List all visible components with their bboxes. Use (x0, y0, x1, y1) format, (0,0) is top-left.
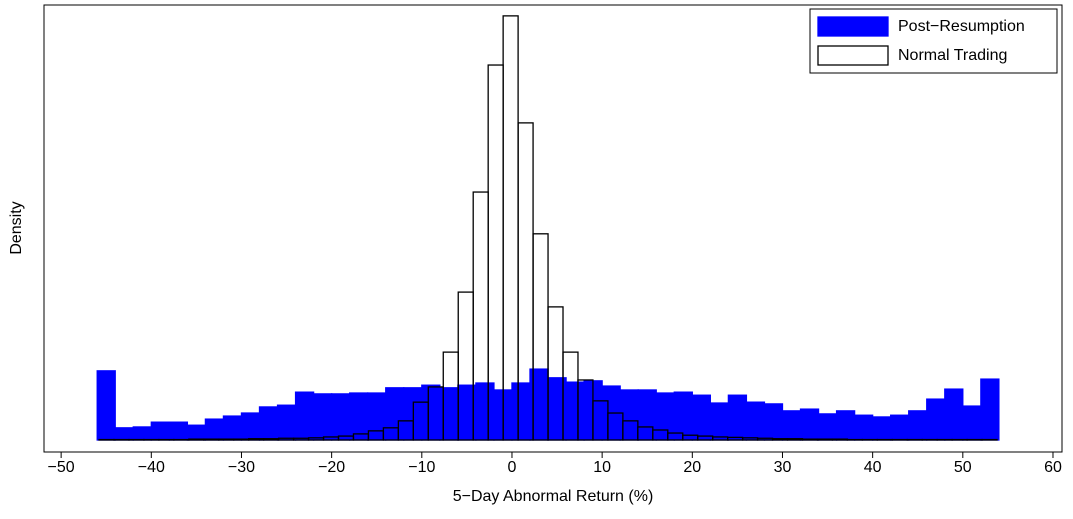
histogram-bar (891, 415, 909, 440)
histogram-bar (278, 405, 296, 440)
histogram-bar (873, 417, 891, 440)
histogram-bar (692, 395, 710, 440)
x-axis-label: 5−Day Abnormal Return (%) (453, 488, 654, 505)
legend-label: Normal Trading (898, 47, 1007, 64)
histogram-bar (837, 411, 855, 440)
histogram-bar (260, 407, 278, 440)
histogram-bar (234, 439, 249, 440)
histogram-bar (219, 439, 234, 440)
histogram-bar (819, 414, 837, 440)
y-axis-label: Density (8, 201, 25, 254)
histogram-bar (223, 416, 241, 440)
histogram-bar (205, 419, 223, 440)
histogram-bar (512, 383, 530, 440)
histogram-bar (832, 439, 847, 440)
x-tick-label: 50 (954, 459, 972, 476)
x-tick-label: −20 (318, 459, 345, 476)
histogram-bar (296, 392, 314, 440)
histogram-bar (855, 415, 873, 440)
histogram-bar (440, 388, 458, 440)
histogram-bar (97, 371, 115, 440)
histogram-bar (909, 411, 927, 440)
histogram-bar (710, 403, 728, 440)
histogram-bar (187, 425, 205, 440)
legend-swatch (818, 17, 888, 36)
histogram-bar (332, 394, 350, 440)
x-tick-label: 60 (1044, 459, 1062, 476)
histogram-bar (764, 404, 782, 440)
x-tick-label: 20 (683, 459, 701, 476)
histogram-bar (151, 422, 169, 440)
histogram-bar (802, 439, 817, 440)
x-tick-label: −40 (138, 459, 165, 476)
histogram-bar (728, 395, 746, 440)
histogram-bar (350, 393, 368, 440)
histogram-bar (981, 379, 999, 440)
x-tick-label: 30 (774, 459, 792, 476)
x-tick-label: −30 (228, 459, 255, 476)
legend-swatch (818, 46, 888, 65)
legend-label: Post−Resumption (898, 18, 1025, 35)
x-tick-label: −10 (408, 459, 435, 476)
x-tick-label: 0 (508, 459, 517, 476)
histogram-bar (189, 439, 204, 440)
histogram-bar (566, 382, 584, 440)
histogram-bar (503, 16, 518, 440)
histogram-bar (386, 388, 404, 440)
histogram-bar (133, 427, 151, 440)
histogram-bar (422, 385, 440, 440)
histogram-bar (115, 428, 133, 440)
histogram-bar (801, 409, 819, 440)
histogram-bar (963, 406, 981, 440)
histogram-bar (817, 439, 832, 440)
histogram-bar (746, 402, 764, 440)
histogram-bar (638, 390, 656, 440)
x-tick-label: 40 (864, 459, 882, 476)
histogram-bar (476, 383, 494, 440)
x-tick-label: 10 (593, 459, 611, 476)
histogram-bar (169, 422, 187, 440)
histogram-bar (314, 394, 332, 440)
histogram-bar (782, 411, 800, 440)
histogram-bar (204, 439, 219, 440)
histogram-bar (945, 389, 963, 440)
x-tick-label: −50 (48, 459, 75, 476)
histogram-bar (241, 413, 259, 440)
histogram-bar (927, 399, 945, 440)
